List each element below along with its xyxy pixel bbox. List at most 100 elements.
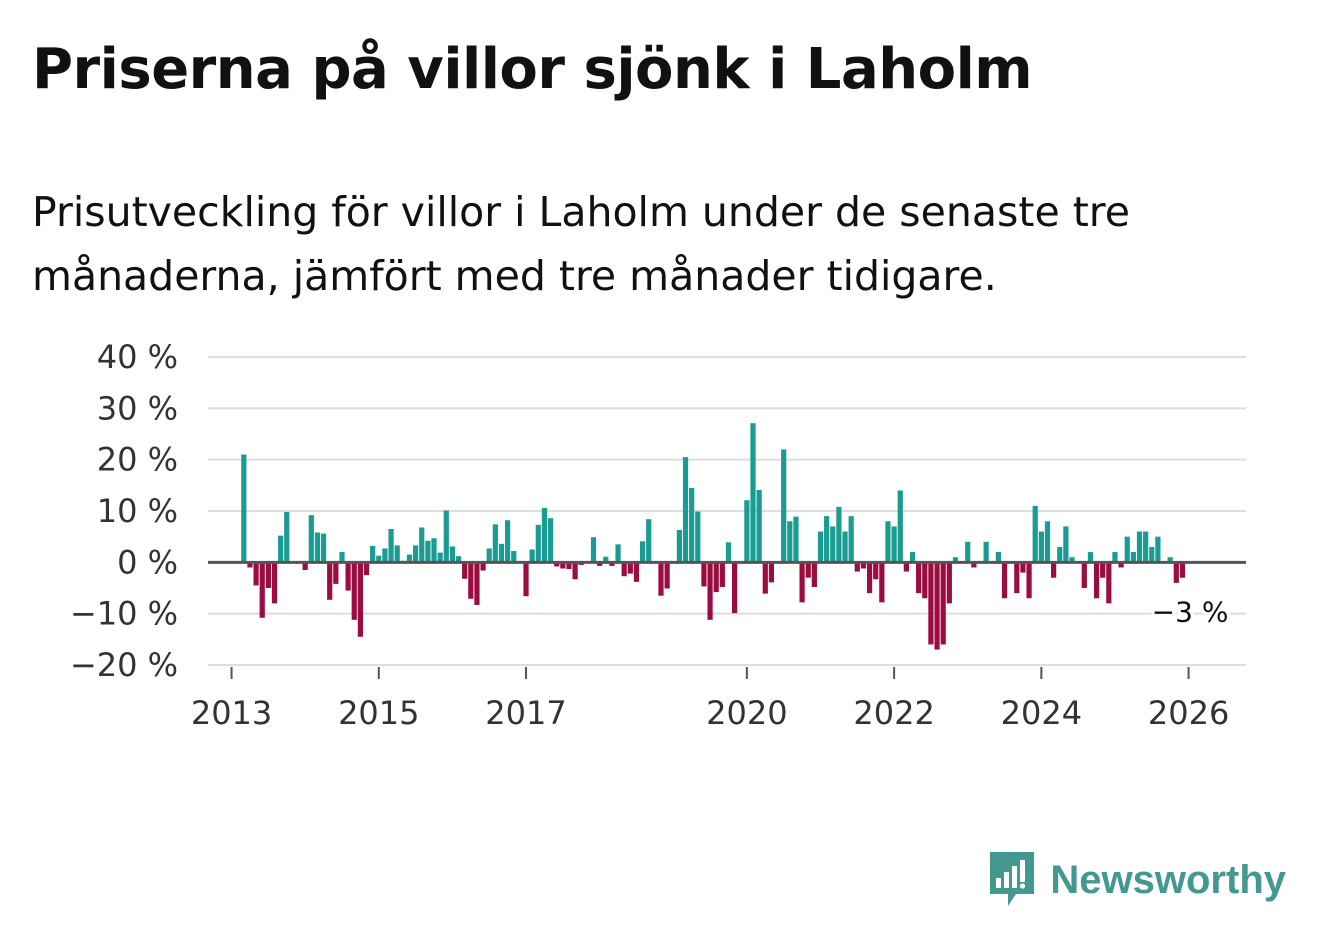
bar xyxy=(787,521,793,563)
bar xyxy=(615,544,621,563)
bar xyxy=(676,529,682,563)
bar xyxy=(934,562,940,650)
bar xyxy=(903,562,909,572)
bar xyxy=(713,562,719,593)
bar xyxy=(529,549,535,563)
bar xyxy=(609,562,615,566)
latest-value-label: −3 % xyxy=(1152,596,1229,629)
y-tick-label: −10 % xyxy=(70,595,178,633)
brand-name: Newsworthy xyxy=(1050,857,1286,902)
bar xyxy=(535,524,541,563)
bar xyxy=(639,541,646,563)
bar xyxy=(1032,505,1038,563)
bar xyxy=(744,500,750,563)
bar xyxy=(597,562,603,566)
bar xyxy=(817,531,824,563)
bar xyxy=(1038,531,1044,563)
bar xyxy=(860,562,867,569)
bar xyxy=(455,556,462,563)
chart-subtitle: Prisutveckling för villor i Laholm under… xyxy=(32,188,1130,300)
bar xyxy=(308,515,314,563)
y-tick-label: −20 % xyxy=(70,646,178,684)
bar xyxy=(351,562,357,620)
bar xyxy=(866,562,873,594)
bar xyxy=(554,562,560,567)
bar xyxy=(278,535,284,563)
bar xyxy=(382,548,388,563)
y-tick-label: 20 % xyxy=(97,441,178,479)
bar xyxy=(376,555,382,563)
bar xyxy=(1051,562,1057,578)
bar xyxy=(468,562,474,599)
bar xyxy=(1130,552,1136,563)
bar xyxy=(762,562,768,594)
bar xyxy=(443,510,449,563)
bar xyxy=(1173,562,1179,583)
bar xyxy=(419,527,425,563)
bar xyxy=(750,423,756,563)
bar xyxy=(995,552,1001,563)
bar xyxy=(1112,552,1118,563)
bar xyxy=(560,562,566,569)
bar xyxy=(271,562,278,604)
bar xyxy=(394,545,400,563)
x-tick-label: 2017 xyxy=(485,694,566,732)
bar xyxy=(799,562,805,603)
bar xyxy=(1179,562,1186,578)
bar xyxy=(498,543,505,563)
bar xyxy=(916,562,922,594)
bar xyxy=(952,557,959,563)
bar xyxy=(928,562,934,645)
bar xyxy=(1069,557,1075,563)
bar xyxy=(431,538,437,563)
bar xyxy=(547,518,554,563)
bar xyxy=(486,548,492,563)
x-tick-label: 2020 xyxy=(706,694,787,732)
bar xyxy=(946,562,952,604)
bar xyxy=(768,562,775,583)
bar xyxy=(682,457,689,563)
bar xyxy=(1087,552,1094,563)
bar xyxy=(695,511,701,563)
bar xyxy=(590,537,597,563)
bar xyxy=(701,562,707,587)
bar xyxy=(388,528,394,563)
bar xyxy=(940,562,946,645)
bar xyxy=(627,562,633,574)
bar xyxy=(965,541,971,563)
bar xyxy=(370,545,376,563)
bar xyxy=(333,562,339,584)
bar xyxy=(1044,521,1051,563)
bar xyxy=(541,507,548,563)
bar xyxy=(1106,562,1112,604)
bar xyxy=(425,540,431,563)
bar xyxy=(664,562,670,589)
bar xyxy=(474,562,480,605)
bar xyxy=(1026,562,1032,599)
bar xyxy=(1118,562,1124,568)
bar xyxy=(805,562,811,578)
y-tick-label: 40 % xyxy=(97,338,178,376)
bar xyxy=(1167,557,1173,563)
bar xyxy=(842,531,848,563)
bar xyxy=(922,562,928,599)
x-axis-ticks: 2013 2015 2017 2020 2022 2024 2026 xyxy=(191,667,1229,732)
bar xyxy=(247,562,253,568)
bar xyxy=(462,562,468,579)
bar xyxy=(725,542,732,563)
bar xyxy=(1093,562,1100,599)
bar xyxy=(848,516,854,563)
bar xyxy=(646,519,652,563)
bar xyxy=(756,489,762,563)
bar xyxy=(492,524,498,563)
x-tick-label: 2015 xyxy=(338,694,419,732)
bar xyxy=(302,562,308,571)
bar xyxy=(345,562,351,591)
bar xyxy=(897,490,903,563)
bar xyxy=(781,449,787,563)
bar xyxy=(437,552,443,563)
bar xyxy=(1155,536,1161,563)
bar xyxy=(339,552,345,563)
bar xyxy=(658,562,664,596)
x-tick-label: 2022 xyxy=(853,694,934,732)
